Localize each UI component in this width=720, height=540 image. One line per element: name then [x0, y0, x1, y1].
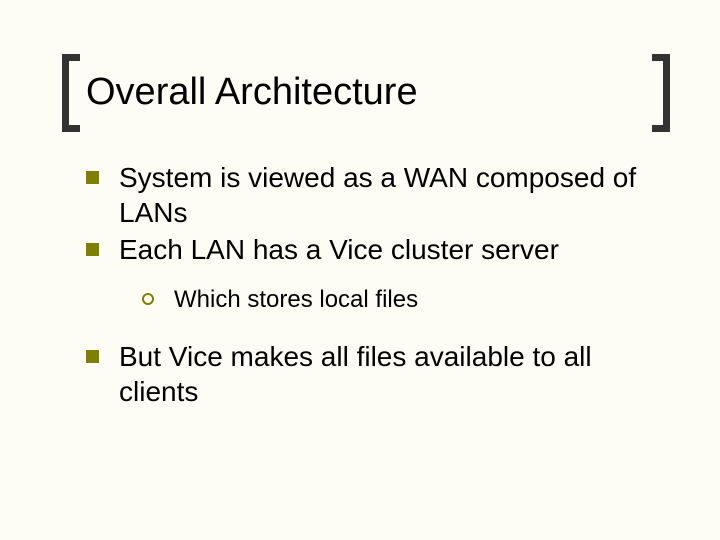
bullet-row-3: But Vice makes all files available to al…	[72, 339, 672, 409]
square-bullet-icon	[86, 350, 99, 363]
title-area: Overall Architecture	[72, 58, 662, 128]
sub-bullet-text-1: Which stores local files	[174, 285, 418, 315]
square-bullet-icon	[86, 171, 99, 184]
square-bullet-icon	[86, 243, 99, 256]
bullet-text-2: Each LAN has a Vice cluster server	[119, 232, 559, 267]
circle-bullet-icon	[142, 293, 154, 305]
bullet-text-3: But Vice makes all files available to al…	[119, 339, 672, 409]
slide-title: Overall Architecture	[72, 72, 418, 114]
slide: Overall Architecture System is viewed as…	[0, 0, 720, 540]
content-area: System is viewed as a WAN composed of LA…	[72, 160, 672, 411]
bullet-row-2: Each LAN has a Vice cluster server	[72, 232, 672, 267]
sub-bullet-row-1: Which stores local files	[142, 285, 672, 315]
bullet-row-1: System is viewed as a WAN composed of LA…	[72, 160, 672, 230]
bullet-text-1: System is viewed as a WAN composed of LA…	[119, 160, 672, 230]
